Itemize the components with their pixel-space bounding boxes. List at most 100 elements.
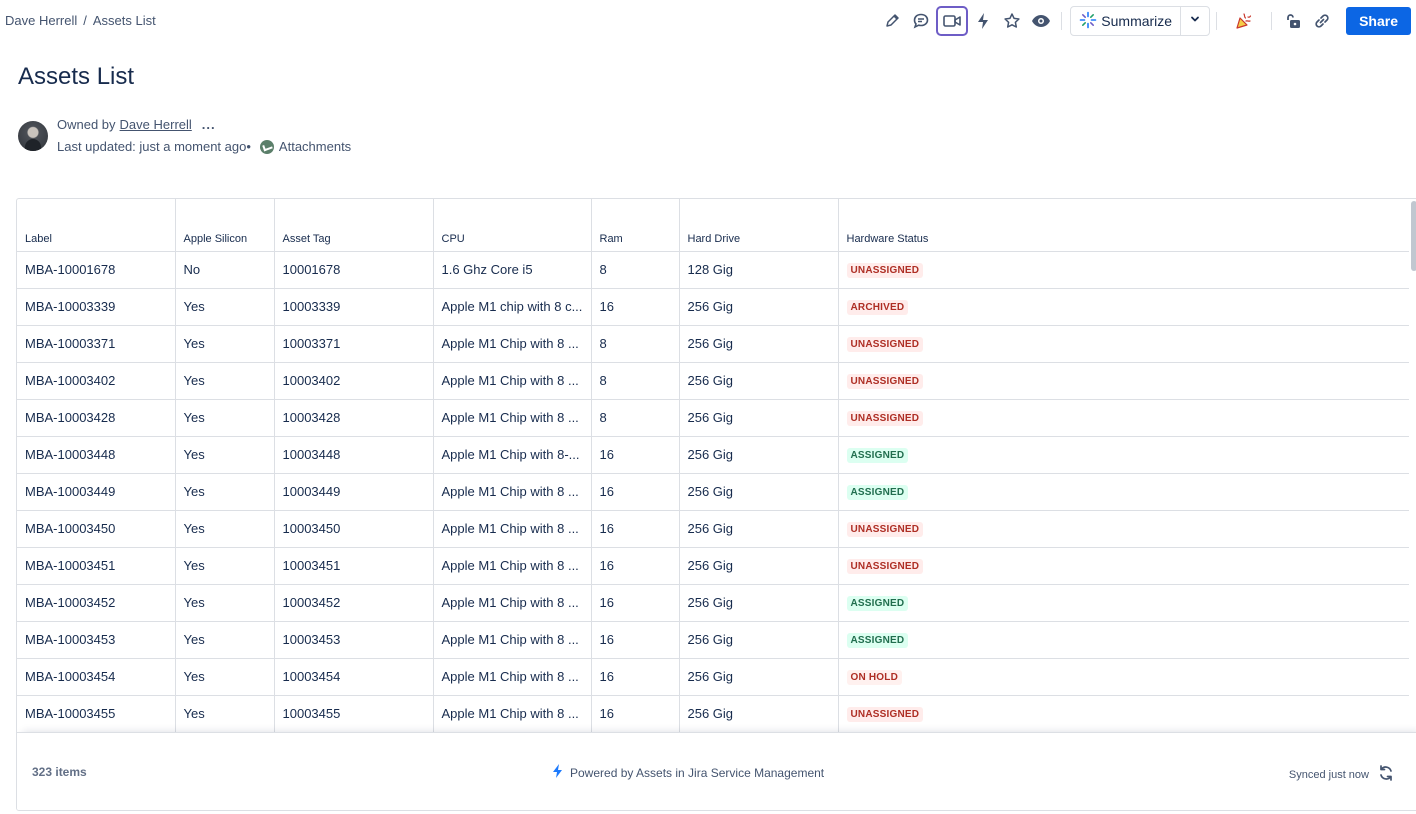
status-badge: ARCHIVED: [846, 300, 909, 315]
column-header[interactable]: Hardware Status: [838, 199, 1409, 252]
cell-cpu: Apple M1 Chip with 8 ...: [433, 362, 592, 400]
cell-asset-tag: 10003448: [274, 436, 434, 474]
table-row[interactable]: MBA-10003371 Yes 10003371 Apple M1 Chip wit…: [17, 325, 1409, 363]
cell-cpu: Apple M1 Chip with 8 ...: [433, 547, 592, 585]
cell-label: MBA-10003453: [17, 621, 176, 659]
cell-ram: 16: [591, 621, 680, 659]
cell-cpu: 1.6 Ghz Core i5: [433, 251, 592, 289]
cell-asset-tag: 10003339: [274, 288, 434, 326]
column-header[interactable]: Hard Drive: [679, 199, 839, 252]
cell-apple-silicon: Yes: [175, 473, 275, 511]
cell-cpu: Apple M1 Chip with 8 ...: [433, 695, 592, 732]
column-header[interactable]: Ram: [591, 199, 680, 252]
vertical-scrollbar[interactable]: [1411, 201, 1416, 271]
breadcrumb-owner-link[interactable]: Dave Herrell: [5, 13, 78, 28]
cell-apple-silicon: Yes: [175, 510, 275, 548]
cell-hard-drive: 128 Gig: [679, 251, 839, 289]
cell-asset-tag: 10003453: [274, 621, 434, 659]
cell-asset-tag: 10003402: [274, 362, 434, 400]
table-row[interactable]: MBA-10003448 Yes 10003448 Apple M1 Chip wit…: [17, 436, 1409, 474]
cell-asset-tag: 10003454: [274, 658, 434, 696]
column-header[interactable]: Asset Tag: [274, 199, 434, 252]
summarize-button[interactable]: Summarize: [1071, 7, 1182, 35]
table-row[interactable]: MBA-10003402 Yes 10003402 Apple M1 Chip wit…: [17, 362, 1409, 400]
video-icon[interactable]: [936, 6, 969, 36]
cell-apple-silicon: No: [175, 251, 275, 289]
table-row[interactable]: MBA-10001678 No 10001678 1.6 Ghz Core i5 8 12…: [17, 251, 1409, 289]
cell-hard-drive: 256 Gig: [679, 695, 839, 732]
cell-hard-drive: 256 Gig: [679, 288, 839, 326]
table-scroll-area[interactable]: Label Apple Silicon Asset Tag CPU Ram Ha…: [17, 199, 1409, 732]
star-icon[interactable]: [998, 7, 1026, 35]
cell-ram: 8: [591, 399, 680, 437]
table-row[interactable]: MBA-10003339 Yes 10003339 Apple M1 chip wit…: [17, 288, 1409, 326]
status-badge: UNASSIGNED: [846, 263, 924, 278]
cell-apple-silicon: Yes: [175, 325, 275, 363]
cell-hardware-status: ASSIGNED: [838, 436, 1409, 474]
pencil-icon[interactable]: [878, 7, 906, 35]
cell-cpu: Apple M1 Chip with 8 ...: [433, 658, 592, 696]
lightning-icon[interactable]: [969, 7, 997, 35]
cell-label: MBA-10003449: [17, 473, 176, 511]
summarize-label: Summarize: [1101, 13, 1173, 29]
column-header[interactable]: Label: [17, 199, 176, 252]
attachments-link[interactable]: Attachments: [278, 139, 352, 154]
cell-apple-silicon: Yes: [175, 621, 275, 659]
synced-text: Synced just now: [1288, 768, 1369, 781]
table-row[interactable]: MBA-10003455 Yes 10003455 Apple M1 Chip wit…: [17, 695, 1409, 732]
table-row[interactable]: MBA-10003449 Yes 10003449 Apple M1 Chip wit…: [17, 473, 1409, 511]
confetti-icon[interactable]: [1229, 7, 1257, 35]
table-row[interactable]: MBA-10003452 Yes 10003452 Apple M1 Chip wit…: [17, 584, 1409, 622]
eye-icon[interactable]: [1027, 7, 1055, 35]
summarize-dropdown-button[interactable]: [1181, 7, 1209, 35]
status-badge: ASSIGNED: [846, 448, 909, 463]
cell-hardware-status: UNASSIGNED: [838, 695, 1409, 732]
powered-by-text: Powered by Assets in Jira Service Manage…: [570, 765, 825, 780]
cell-ram: 16: [591, 436, 680, 474]
powered-by[interactable]: Powered by Assets in Jira Service Manage…: [552, 764, 824, 781]
avatar[interactable]: [18, 121, 48, 151]
breadcrumb-page-link[interactable]: Assets List: [92, 13, 156, 28]
table-row[interactable]: MBA-10003451 Yes 10003451 Apple M1 Chip wit…: [17, 547, 1409, 585]
cell-cpu: Apple M1 Chip with 8-...: [433, 436, 592, 474]
owner-link[interactable]: Dave Herrell: [119, 117, 192, 132]
column-header[interactable]: CPU: [433, 199, 592, 252]
cell-label: MBA-10003448: [17, 436, 176, 474]
table-row[interactable]: MBA-10003454 Yes 10003454 Apple M1 Chip wit…: [17, 658, 1409, 696]
table-row[interactable]: MBA-10003450 Yes 10003450 Apple M1 Chip wit…: [17, 510, 1409, 548]
table-row[interactable]: MBA-10003453 Yes 10003453 Apple M1 Chip wit…: [17, 621, 1409, 659]
breadcrumb: Dave Herrell / Assets List: [5, 13, 156, 28]
table-row[interactable]: MBA-10003428 Yes 10003428 Apple M1 Chip wit…: [17, 399, 1409, 437]
status-badge: UNASSIGNED: [846, 411, 924, 426]
share-button[interactable]: Share: [1346, 7, 1411, 35]
cell-hard-drive: 256 Gig: [679, 436, 839, 474]
unlock-icon[interactable]: [1279, 7, 1307, 35]
cell-hardware-status: ASSIGNED: [838, 621, 1409, 659]
link-icon[interactable]: [1308, 7, 1336, 35]
status-badge: UNASSIGNED: [846, 522, 924, 537]
comment-icon[interactable]: [907, 7, 935, 35]
refresh-icon[interactable]: [1377, 764, 1395, 785]
status-badge: UNASSIGNED: [846, 374, 924, 389]
sparkle-icon: [1079, 11, 1097, 32]
cell-apple-silicon: Yes: [175, 399, 275, 437]
more-options-button[interactable]: ...: [201, 117, 216, 132]
cell-ram: 16: [591, 547, 680, 585]
status-badge: ASSIGNED: [846, 596, 909, 611]
cell-asset-tag: 10003449: [274, 473, 434, 511]
cell-asset-tag: 10001678: [274, 251, 434, 289]
column-header[interactable]: Apple Silicon: [175, 199, 275, 252]
cell-hardware-status: UNASSIGNED: [838, 547, 1409, 585]
sync-status: Synced just now: [1289, 764, 1395, 785]
cell-label: MBA-10003402: [17, 362, 176, 400]
cell-ram: 16: [591, 510, 680, 548]
cell-apple-silicon: Yes: [175, 658, 275, 696]
cell-ram: 16: [591, 584, 680, 622]
cell-hardware-status: ASSIGNED: [838, 473, 1409, 511]
cell-asset-tag: 10003371: [274, 325, 434, 363]
cell-cpu: Apple M1 Chip with 8 ...: [433, 584, 592, 622]
cell-apple-silicon: Yes: [175, 695, 275, 732]
chevron-down-icon: [1189, 12, 1201, 30]
cell-hardware-status: UNASSIGNED: [838, 362, 1409, 400]
cell-apple-silicon: Yes: [175, 288, 275, 326]
